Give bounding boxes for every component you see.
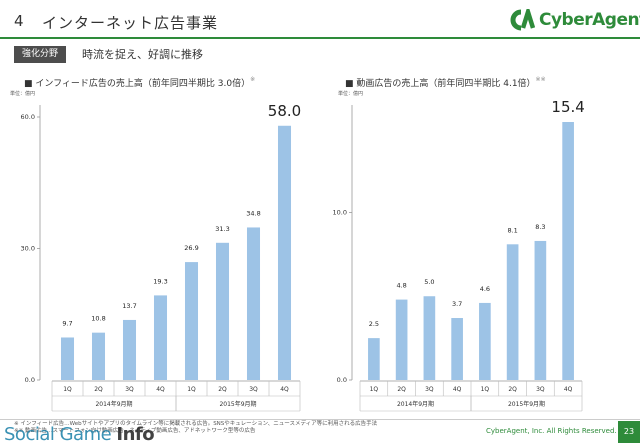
category-label: 2Q xyxy=(397,386,406,393)
bar xyxy=(184,262,199,380)
cyberagent-logo-icon xyxy=(510,9,535,31)
unit-label: 単位：億円 xyxy=(10,90,35,97)
data-label: 8.3 xyxy=(535,223,545,231)
watermark-text: Social Game xyxy=(4,424,117,443)
bar xyxy=(91,332,106,380)
chart-title-note: ※※ xyxy=(535,76,546,83)
category-label: 1Q xyxy=(63,386,72,393)
data-label: 10.8 xyxy=(91,315,105,323)
category-label: 2Q xyxy=(218,386,227,393)
y-tick-label: 60.0 xyxy=(21,113,35,121)
data-label: 34.8 xyxy=(246,209,260,217)
subheader-text: 時流を捉え、好調に推移 xyxy=(82,48,204,61)
infeed-ad-chart: 単位：億円 0.0 30.0 60.0 2014年9月期 2015年9月期 9.7 1Q 10.… xyxy=(10,90,301,412)
company-logo: CyberAgent. xyxy=(509,8,640,32)
bar xyxy=(368,338,380,380)
category-tag: 強化分野 xyxy=(14,45,67,63)
video-ad-chart: 単位：億円 0.0 10.0 2014年9月期 2015年9月期 2.5 1Q 4.8 2Q 5.… xyxy=(333,90,585,412)
data-label: 2.5 xyxy=(369,320,379,328)
subheader: 強化分野 時流を捉え、好調に推移 xyxy=(14,45,203,63)
category-label: 2Q xyxy=(508,386,517,393)
bar xyxy=(506,244,519,380)
page-title: インターネット広告事業 xyxy=(42,14,219,32)
category-label: 4Q xyxy=(280,386,289,393)
page-number: 23 xyxy=(618,421,640,443)
category-label: 4Q xyxy=(564,386,573,393)
period-label: 2015年9月期 xyxy=(508,400,545,408)
bar xyxy=(534,240,547,380)
period-label: 2015年9月期 xyxy=(219,400,256,408)
bar xyxy=(395,299,408,380)
bar xyxy=(562,122,574,380)
watermark: Social Game Info xyxy=(4,424,155,443)
bar xyxy=(451,318,463,380)
data-label: 8.1 xyxy=(507,226,517,234)
data-label: 5.0 xyxy=(424,278,434,286)
footer-divider xyxy=(0,419,640,420)
data-label: 19.3 xyxy=(153,277,167,285)
category-label: 4Q xyxy=(156,386,165,393)
data-label: 58.0 xyxy=(268,102,301,120)
bar xyxy=(122,319,137,380)
chart-title-text: ■ インフィード広告の売上高（前年同四半期比 3.0倍） xyxy=(24,79,251,89)
data-label: 26.9 xyxy=(184,244,198,252)
unit-label: 単位：億円 xyxy=(338,90,363,97)
category-label: 2Q xyxy=(94,386,103,393)
chart-title-infeed: ■ インフィード広告の売上高（前年同四半期比 3.0倍）※ xyxy=(24,76,255,89)
copyright: CyberAgent, Inc. All Rights Reserved. xyxy=(486,427,617,435)
data-label: 15.4 xyxy=(551,98,584,116)
period-label: 2014年9月期 xyxy=(95,400,132,408)
data-label: 4.6 xyxy=(480,285,490,293)
logo-text: CyberAgent. xyxy=(539,10,640,30)
watermark-text-bold: Info xyxy=(116,424,155,443)
slide-header: 4 インターネット広告事業 CyberAgent. xyxy=(0,0,640,40)
footnote-1: ※ インフィード広告…Webサイトやアプリのタイムライン等に掲載される広告。SN… xyxy=(14,421,378,427)
y-tick-label: 10.0 xyxy=(333,208,347,216)
chart-title-text: ■ 動画広告の売上高（前年同四半期比 4.1倍） xyxy=(345,79,536,89)
bar xyxy=(423,296,436,380)
bar xyxy=(277,125,292,380)
category-label: 1Q xyxy=(481,386,490,393)
bar xyxy=(153,295,168,380)
bar xyxy=(215,242,230,380)
section-number: 4 xyxy=(14,12,24,30)
period-label: 2014年9月期 xyxy=(397,400,434,408)
y-tick-label: 0.0 xyxy=(337,376,347,384)
category-label: 3Q xyxy=(249,386,258,393)
category-label: 3Q xyxy=(125,386,134,393)
y-tick-label: 0.0 xyxy=(25,376,35,384)
data-label: 3.7 xyxy=(452,300,462,308)
category-label: 3Q xyxy=(425,386,434,393)
category-label: 4Q xyxy=(453,386,462,393)
chart-title-note: ※ xyxy=(250,76,256,83)
data-label: 31.3 xyxy=(215,225,229,233)
bar xyxy=(60,337,75,380)
footnote-2: ※※ 動画広告…スマートフォン向け動画広告、ネイティブ動画広告、アドネットワーク… xyxy=(14,428,256,434)
chart-title-video: ■ 動画広告の売上高（前年同四半期比 4.1倍）※※ xyxy=(345,76,546,89)
data-label: 4.8 xyxy=(396,282,406,290)
header-divider xyxy=(0,37,640,39)
footnotes: ※ インフィード広告…Webサイトやアプリのタイムライン等に掲載される広告。SN… xyxy=(14,421,414,435)
data-label: 13.7 xyxy=(122,302,136,310)
category-label: 3Q xyxy=(536,386,545,393)
category-label: 1Q xyxy=(370,386,379,393)
y-tick-label: 30.0 xyxy=(21,245,35,253)
bar xyxy=(479,302,491,380)
data-label: 9.7 xyxy=(62,319,72,327)
category-label: 1Q xyxy=(187,386,196,393)
bar xyxy=(246,227,261,380)
